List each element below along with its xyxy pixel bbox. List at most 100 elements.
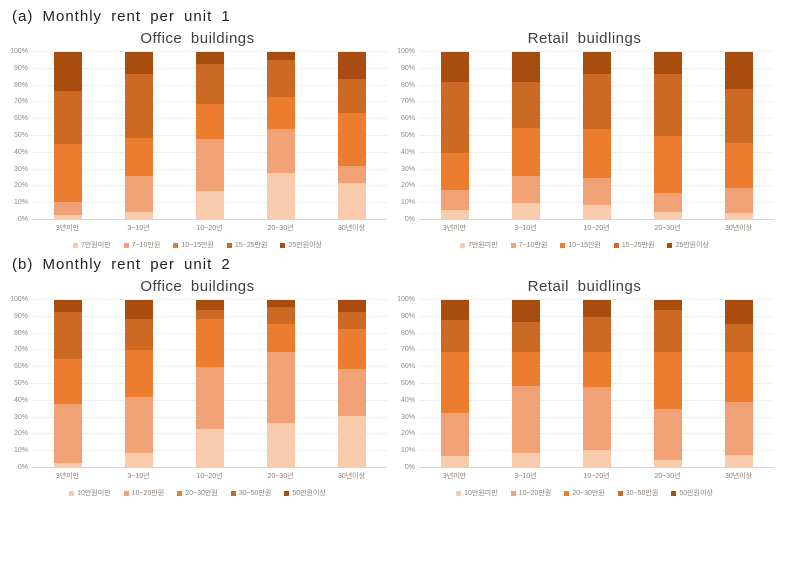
legend-item: 10만원미만 [456, 488, 498, 498]
legend-label: 10만원미만 [464, 490, 498, 497]
bar-slot [32, 300, 103, 468]
y-axis-tick: 80% [13, 329, 28, 337]
legend-marker-icon [510, 490, 516, 496]
bars-group [419, 300, 774, 468]
x-axis: 3년미만 3~10년 10~20년 20~30년 30년이상 [32, 223, 387, 233]
bar-segment [53, 201, 82, 215]
bar-segment [337, 112, 366, 167]
y-axis-tick: 80% [13, 81, 28, 89]
bar-segment [582, 178, 611, 205]
y-axis-tick: 100% [10, 48, 28, 55]
bar-segment [195, 318, 224, 368]
bar-slot [561, 52, 632, 220]
plot-area [419, 51, 774, 220]
bar-segment [724, 88, 753, 143]
bar-segment [440, 300, 469, 321]
bar-segment [511, 176, 540, 204]
bar-segment [195, 429, 224, 468]
section-a: (a) Monthly rent per unit 1 Office build… [6, 8, 780, 250]
bar-segment [582, 73, 611, 130]
y-axis-tick: 10% [400, 447, 415, 455]
legend-marker-icon [177, 490, 183, 496]
y-axis-tick: 0% [17, 464, 28, 471]
y-axis-tick: 40% [13, 396, 28, 404]
plot-area [32, 51, 387, 220]
gridline [32, 299, 387, 300]
legend-marker-icon [123, 242, 129, 248]
legend: 10만원미만 10~20만원 20~30만원 30~50만원 50만원이상 [395, 488, 774, 498]
y-axis-tick: 10% [400, 199, 415, 207]
x-axis-label: 20~30년 [654, 473, 681, 480]
bar-segment [337, 328, 366, 369]
legend: 7만원미만 7~10만원 10~15만원 15~25만원 25만원이상 [395, 240, 774, 250]
legend-item: 20~30만원 [177, 488, 218, 498]
plot-row: 0% 10% 20% 30% 40% 50% 60% 70% 80% 90% 100% 3년미만 3~… [8, 48, 387, 233]
bar-segment [124, 452, 153, 468]
chart-title: Office buildings [140, 278, 255, 295]
legend-marker-icon [230, 490, 236, 496]
bar-segment [440, 209, 469, 220]
x-axis-label: 30년이상 [724, 473, 753, 480]
y-axis-tick: 70% [13, 98, 28, 106]
legend-label: 50만원이상 [679, 490, 713, 497]
bar-segment [266, 129, 295, 173]
bar-slot [103, 300, 174, 468]
bar-segment [440, 320, 469, 353]
bar-segment [53, 144, 82, 202]
plot-wrap: 3년미만 3~10년 10~20년 20~30년 30년이상 [32, 51, 387, 233]
bar-slot [632, 52, 703, 220]
x-axis-label: 3~10년 [514, 225, 537, 232]
bar-slot [703, 52, 774, 220]
x-axis-label: 30년이상 [337, 473, 366, 480]
section-b: (b) Monthly rent per unit 2 Office build… [6, 256, 780, 498]
bar-slot [703, 300, 774, 468]
y-axis-tick: 0% [404, 464, 415, 471]
x-axis-label: 20~30년 [267, 225, 294, 232]
y-axis-tick: 90% [400, 64, 415, 72]
bar-segment [511, 385, 540, 453]
bar-segment [582, 129, 611, 179]
legend-item: 10만원미만 [69, 488, 111, 498]
bar-segment [582, 300, 611, 317]
bar-segment [511, 452, 540, 468]
y-axis-tick: 50% [400, 380, 415, 387]
bar-slot [174, 52, 245, 220]
legend-marker-icon [173, 242, 179, 248]
gridline [419, 51, 774, 52]
bar-segment [53, 52, 82, 91]
y-axis: 0% 10% 20% 30% 40% 50% 60% 70% 80% 90% 100% [8, 296, 32, 471]
bar-segment [53, 358, 82, 405]
x-axis-label: 3~10년 [127, 473, 150, 480]
legend-item: 7만원미만 [73, 240, 111, 250]
legend-item: 15~25만원 [613, 240, 654, 250]
legend-marker-icon [667, 242, 673, 248]
bar-segment [653, 310, 682, 353]
stacked-bar [440, 300, 469, 468]
y-axis-tick: 70% [400, 98, 415, 106]
x-axis: 3년미만 3~10년 10~20년 20~30년 30년이상 [419, 471, 774, 481]
bar-segment [195, 104, 224, 140]
y-axis-tick: 80% [400, 329, 415, 337]
y-axis-tick: 70% [400, 346, 415, 354]
y-axis-tick: 10% [13, 199, 28, 207]
bar-segment [337, 300, 366, 312]
legend-item: 7~10만원 [510, 240, 547, 250]
section-a-charts-row: Office buildings 0% 10% 20% 30% 40% 50% 60% 70%… [6, 27, 780, 250]
legend-marker-icon [617, 490, 623, 496]
bar-segment [266, 52, 295, 61]
bar-segment [266, 97, 295, 130]
legend-item: 10~20만원 [510, 488, 551, 498]
stacked-bar [724, 52, 753, 220]
bar-segment [124, 73, 153, 138]
legend-marker-icon [564, 490, 570, 496]
bars-group [32, 52, 387, 220]
legend-label: 7만원미만 [81, 242, 111, 249]
stacked-bar [53, 300, 82, 468]
bar-segment [582, 52, 611, 74]
stacked-bar [53, 52, 82, 220]
stacked-bar [582, 300, 611, 468]
y-axis: 0% 10% 20% 30% 40% 50% 60% 70% 80% 90% 100% [395, 296, 419, 471]
gridline [419, 299, 774, 300]
y-axis-tick: 80% [400, 81, 415, 89]
bar-segment [653, 459, 682, 468]
